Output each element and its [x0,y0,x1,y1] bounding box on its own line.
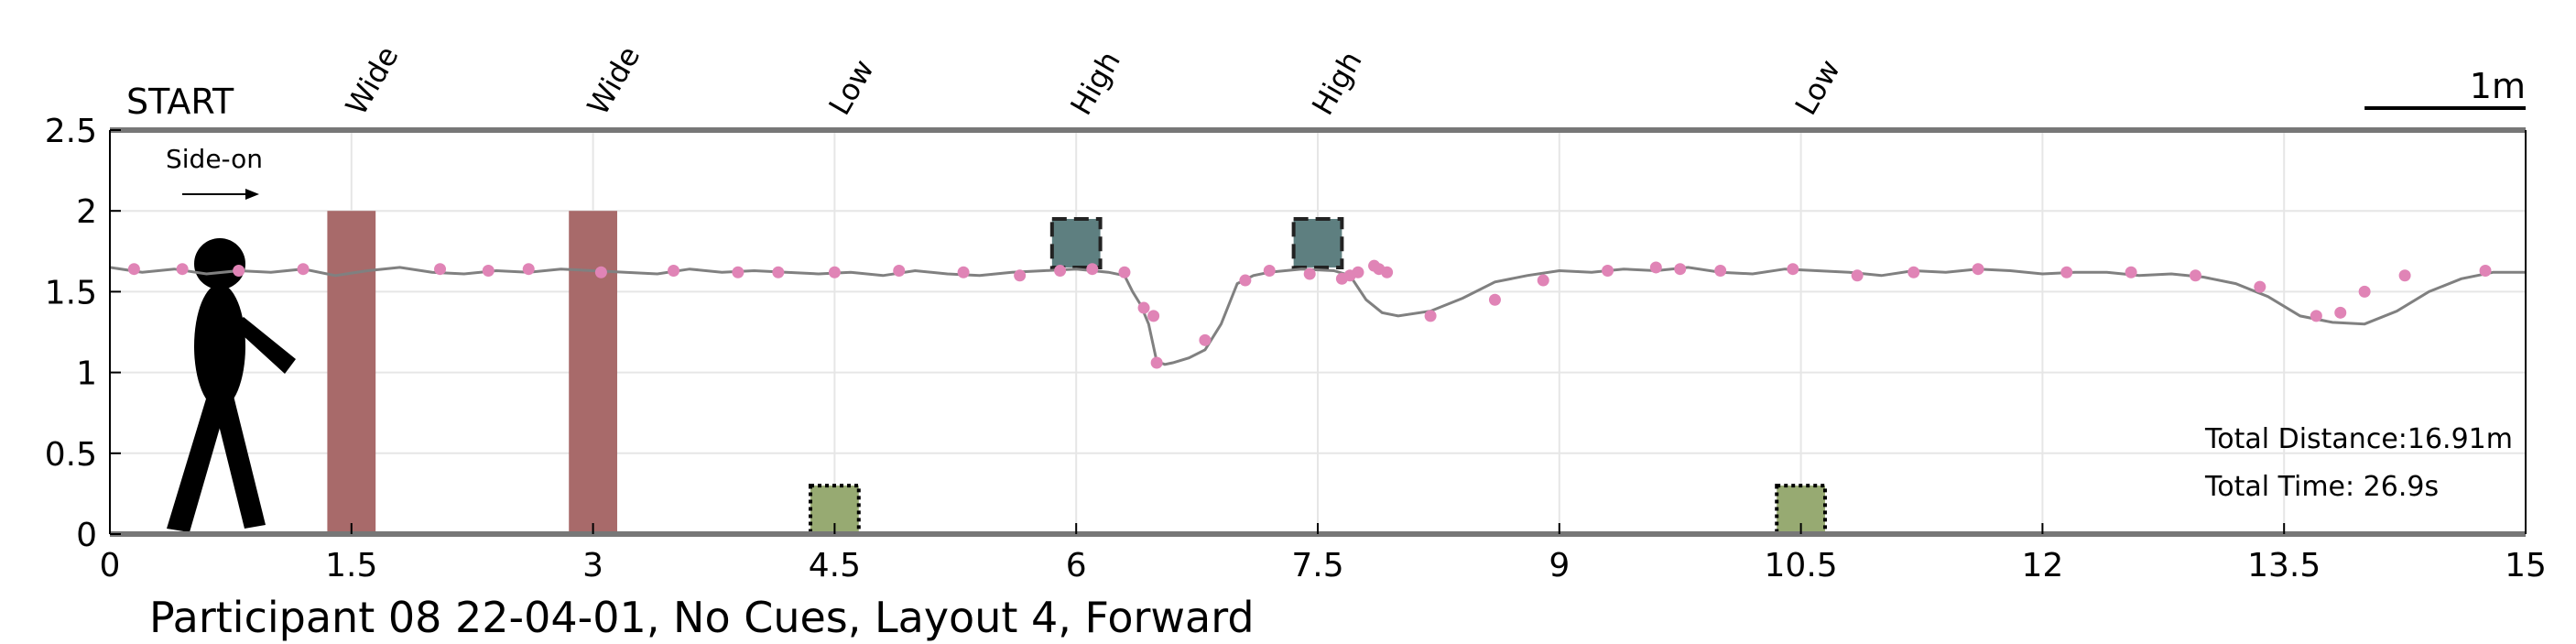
x-tick-label: 4.5 [809,547,861,584]
footstep-point [434,263,447,276]
x-tick-label: 13.5 [2247,547,2321,584]
footstep-point [1150,356,1163,369]
obstacle-wide [327,211,376,534]
footstep-point [2358,285,2371,298]
footstep-point [1086,263,1099,276]
footstep-point [482,264,495,277]
axes: 0 1.5 3 4.5 6 7.5 9 10.5 12 13.5 15 0 0.5 1 1.5 2 2.5 [45,113,2547,584]
total-distance: Total Distance:16.91m [2204,423,2513,455]
footstep-point [828,266,841,278]
footstep-point [668,264,680,277]
footstep-point [1424,310,1437,322]
footstep-point [1908,266,1920,278]
scale-label: 1m [2470,66,2526,106]
obstacle-high [1049,217,1103,269]
chart-title: Participant 08 22-04-01, No Cues, Layout… [149,593,1255,642]
obstacle-wide [569,211,617,534]
footstep-point [127,263,140,276]
walking-figure-icon [167,238,296,532]
footstep-point [1352,266,1364,278]
footstep-point [1488,293,1501,306]
x-tick-label: 9 [1549,547,1570,584]
footstep-point [1199,333,1212,346]
footstep-point [957,266,970,278]
footstep-point [522,263,535,276]
trajectory-series [109,259,2526,369]
y-tick-label: 1.5 [45,274,97,311]
footstep-point [1147,310,1160,322]
footstep-point [1787,263,1799,276]
start-label: START [126,82,234,122]
footstep-point [1239,274,1252,287]
x-tick-label: 6 [1066,547,1087,584]
y-tick-label: 2 [76,193,97,231]
obstacle-label: Low [821,53,880,121]
grid [109,129,2527,535]
footstep-point [1054,264,1067,277]
direction-label: Side-on [166,144,263,174]
footstep-point [2189,269,2201,282]
y-tick-label: 0.5 [45,436,97,474]
footstep-point [1303,267,1316,280]
footstep-point [893,264,906,277]
footstep-point [2125,266,2137,278]
obstacle-high [1291,217,1344,269]
x-tick-label: 10.5 [1765,547,1838,584]
footstep-point [1118,266,1131,278]
obstacle-label: Wide [339,40,406,121]
x-tick-label: 3 [582,547,603,584]
footstep-point [1602,264,1614,277]
x-tick-label: 0 [100,547,121,584]
labels: START Side-on 1m Total Distance:16.91m T… [126,66,2526,642]
footstep-point [2479,264,2492,277]
footstep-point [732,266,745,278]
footstep-point [1649,261,1662,274]
footstep-point [1537,274,1549,287]
footstep-point [297,263,310,276]
footstep-point [2334,306,2347,319]
footstep-point [1714,264,1727,277]
x-tick-label: 15 [2505,547,2547,584]
footstep-point [1381,266,1394,278]
obstacle-label: High [1063,45,1127,121]
obstacle-low [1775,484,1827,537]
y-tick-label: 2.5 [45,113,97,150]
footstep-point [2060,266,2073,278]
x-tick-label: 12 [2021,547,2063,584]
footstep-point [772,266,785,278]
footstep-point [594,266,607,278]
y-tick-label: 1 [76,355,97,393]
footstep-point [2254,280,2266,293]
obstacle-label: Low [1788,53,1847,121]
footstep-point [2398,269,2411,282]
total-time: Total Time: 26.9s [2204,471,2439,503]
footstep-point [2310,310,2322,322]
x-tick-label: 7.5 [1291,547,1343,584]
arrowhead-icon [245,189,259,200]
footstep-point [1972,263,1984,276]
footstep-point [1014,269,1027,282]
obstacle-label: High [1305,45,1369,121]
obstacle-label: Wide [581,40,647,121]
footstep-point [233,264,245,277]
footstep-point [1137,301,1150,314]
y-tick-label: 0 [76,517,97,554]
footstep-point [1263,264,1276,277]
obstacles: Wide Wide Low High High Low [327,40,1847,537]
footstep-point [1674,263,1687,276]
footstep-point [176,263,189,276]
footstep-point [1851,269,1864,282]
x-tick-label: 1.5 [325,547,377,584]
